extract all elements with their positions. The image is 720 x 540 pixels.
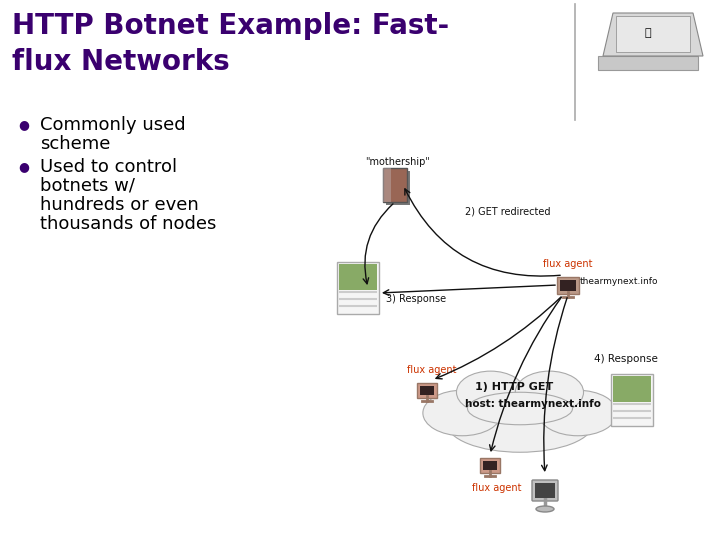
Text: hundreds or even: hundreds or even bbox=[40, 196, 199, 214]
Text: Commonly used: Commonly used bbox=[40, 116, 186, 134]
Text: HTTP Botnet Example: Fast-: HTTP Botnet Example: Fast- bbox=[12, 12, 449, 40]
Ellipse shape bbox=[536, 506, 554, 512]
FancyBboxPatch shape bbox=[611, 374, 653, 426]
Text: 1) HTTP GET: 1) HTTP GET bbox=[475, 382, 553, 392]
Text: 3) Response: 3) Response bbox=[386, 294, 446, 304]
FancyBboxPatch shape bbox=[613, 376, 651, 402]
Text: "mothership": "mothership" bbox=[365, 157, 430, 167]
Text: ●: ● bbox=[18, 160, 29, 173]
Polygon shape bbox=[603, 13, 703, 56]
Ellipse shape bbox=[467, 392, 572, 425]
Text: 🔒: 🔒 bbox=[644, 28, 652, 38]
Text: scheme: scheme bbox=[40, 135, 110, 153]
FancyBboxPatch shape bbox=[616, 16, 690, 52]
Text: botnets w/: botnets w/ bbox=[40, 177, 135, 195]
Ellipse shape bbox=[456, 371, 525, 414]
Ellipse shape bbox=[423, 390, 502, 436]
Ellipse shape bbox=[539, 390, 617, 436]
Text: host: thearmynext.info: host: thearmynext.info bbox=[465, 399, 601, 409]
Text: thearmynext.info: thearmynext.info bbox=[580, 278, 659, 287]
Text: flux agent: flux agent bbox=[407, 365, 456, 375]
FancyBboxPatch shape bbox=[420, 386, 434, 395]
FancyBboxPatch shape bbox=[557, 277, 579, 294]
FancyBboxPatch shape bbox=[560, 280, 576, 291]
FancyBboxPatch shape bbox=[417, 383, 437, 398]
FancyBboxPatch shape bbox=[383, 168, 407, 202]
FancyBboxPatch shape bbox=[480, 458, 500, 473]
FancyBboxPatch shape bbox=[337, 262, 379, 314]
Text: Used to control: Used to control bbox=[40, 158, 177, 176]
Ellipse shape bbox=[446, 394, 593, 453]
FancyBboxPatch shape bbox=[598, 56, 698, 70]
FancyBboxPatch shape bbox=[386, 171, 410, 205]
Text: flux agent: flux agent bbox=[472, 483, 521, 493]
Text: thousands of nodes: thousands of nodes bbox=[40, 215, 217, 233]
Text: 2) GET redirected: 2) GET redirected bbox=[465, 207, 551, 217]
FancyBboxPatch shape bbox=[383, 168, 391, 202]
Text: ●: ● bbox=[18, 118, 29, 131]
FancyBboxPatch shape bbox=[532, 480, 558, 501]
Text: 4) Response: 4) Response bbox=[594, 354, 658, 364]
FancyBboxPatch shape bbox=[339, 264, 377, 290]
Ellipse shape bbox=[516, 371, 583, 414]
FancyBboxPatch shape bbox=[483, 461, 497, 470]
Text: flux Networks: flux Networks bbox=[12, 48, 230, 76]
Text: flux agent: flux agent bbox=[543, 259, 593, 269]
FancyBboxPatch shape bbox=[535, 483, 555, 498]
